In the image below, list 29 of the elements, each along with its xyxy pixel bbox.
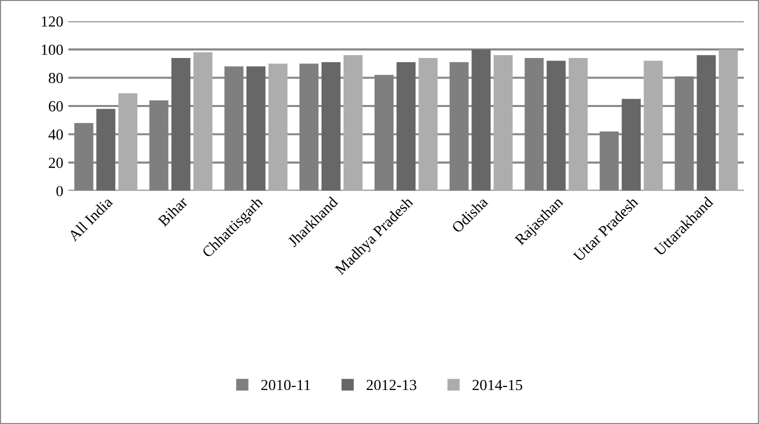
y-tick-label: 0 [56, 186, 63, 196]
legend-label: 2012-13 [366, 380, 416, 390]
y-tick-label: 80 [48, 72, 63, 84]
y-tick-label: 40 [48, 129, 63, 140]
bar [494, 55, 513, 191]
bar [568, 58, 588, 191]
bar [718, 49, 738, 191]
bar [622, 98, 641, 191]
legend-label: 2014-15 [472, 380, 522, 390]
bar [171, 58, 190, 191]
bar [193, 52, 212, 191]
bar [418, 58, 438, 191]
bar [472, 49, 491, 191]
bar [396, 62, 416, 191]
y-tick-label: 120 [42, 16, 63, 27]
bar [344, 55, 363, 191]
bar [118, 93, 138, 191]
bar [546, 60, 566, 191]
bar [696, 55, 716, 191]
y-tick-label: 100 [42, 44, 63, 55]
y-tick-label: 20 [48, 158, 63, 168]
bar [96, 108, 116, 191]
bar [322, 62, 341, 191]
legend-label: 2010-11 [261, 380, 310, 390]
bar [246, 66, 266, 191]
bar [644, 60, 663, 191]
bar [268, 64, 288, 191]
x-tick-label: All India [67, 196, 114, 242]
y-tick-label: 60 [48, 101, 63, 112]
